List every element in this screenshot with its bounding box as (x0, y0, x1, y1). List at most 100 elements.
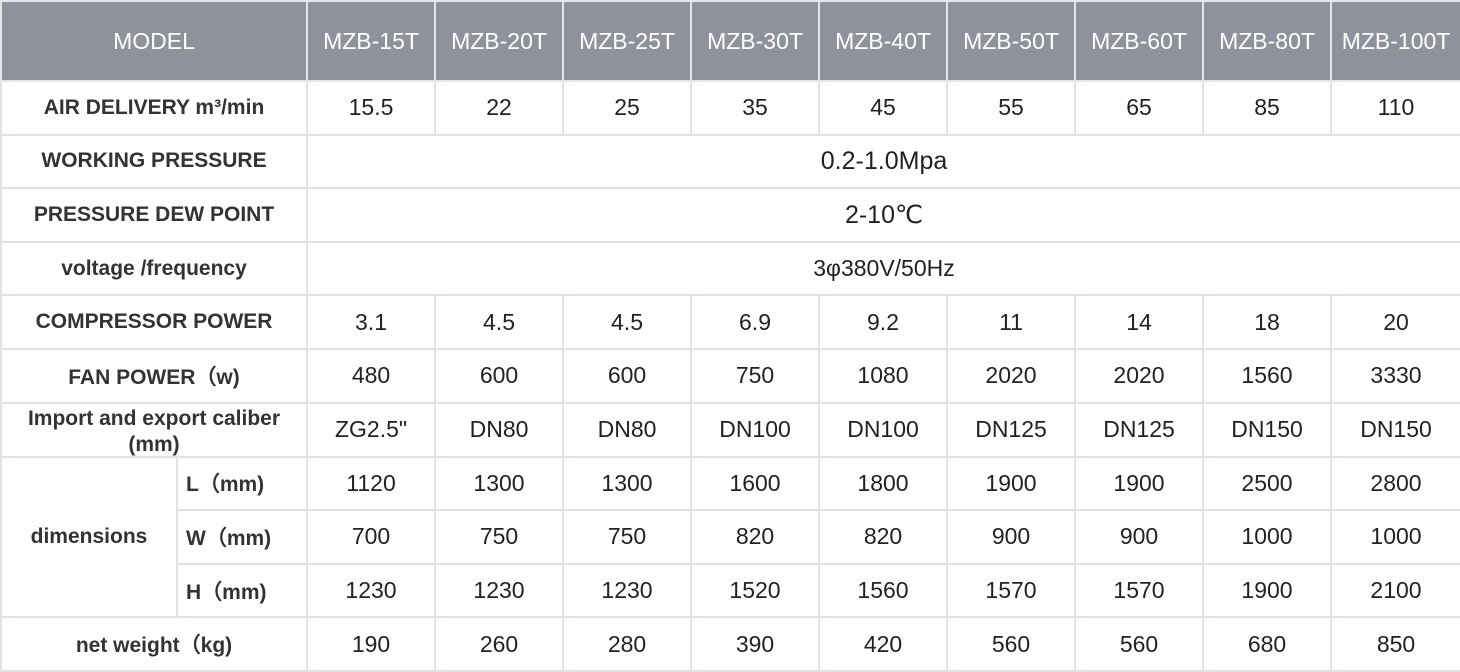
fan-power-row: FAN POWER（w) 480 600 600 750 1080 2020 2020 1560… (0, 347, 1460, 404)
working-pressure-label: WORKING PRESSURE (0, 133, 309, 190)
caliber-value: DN100 (818, 401, 949, 458)
fan-power-value: 3330 (1330, 347, 1460, 404)
compressor-power-value: 4.5 (562, 294, 693, 350)
net-weight-value: 190 (306, 616, 437, 672)
dimension-value: 2100 (1330, 562, 1460, 619)
model-header: MODEL (0, 0, 309, 82)
dew-point-value: 2-10℃ (306, 187, 1460, 243)
net-weight-value: 280 (562, 616, 693, 672)
net-weight-row: net weight（kg) 190 260 280 390 420 560 560 680 85… (0, 616, 1460, 672)
air-delivery-value: 85 (1202, 80, 1333, 136)
model-header-cell: MZB-25T (562, 0, 693, 82)
dimensions-label: dimensions (0, 455, 178, 619)
model-header-cell: MZB-20T (434, 0, 565, 82)
net-weight-value: 680 (1202, 616, 1333, 672)
caliber-value: DN125 (946, 401, 1077, 458)
model-header-cell: MZB-50T (946, 0, 1077, 82)
dimension-value: 1300 (562, 455, 693, 512)
dew-point-label: PRESSURE DEW POINT (0, 187, 309, 243)
dimension-value: 1230 (306, 562, 437, 619)
caliber-value: DN125 (1074, 401, 1205, 458)
dimension-value: 1520 (690, 562, 821, 619)
air-delivery-value: 65 (1074, 80, 1205, 136)
dimension-value: 820 (818, 509, 949, 565)
net-weight-value: 560 (1074, 616, 1205, 672)
dimension-value: 820 (690, 509, 821, 565)
dew-point-row: PRESSURE DEW POINT 2-10℃ (0, 187, 1460, 243)
dimension-value: 1000 (1330, 509, 1460, 565)
net-weight-label: net weight（kg) (0, 616, 309, 672)
dimension-value: 1120 (306, 455, 437, 512)
air-delivery-value: 110 (1330, 80, 1460, 136)
fan-power-label: FAN POWER（w) (0, 347, 309, 404)
caliber-label-cell: Import and export caliber (mm) (0, 401, 309, 458)
fan-power-value: 2020 (946, 347, 1077, 404)
caliber-value: DN80 (434, 401, 565, 458)
caliber-row: Import and export caliber (mm) ZG2.5" DN80… (0, 401, 1460, 458)
air-delivery-value: 22 (434, 80, 565, 136)
fan-power-value: 750 (690, 347, 821, 404)
dimension-w-row: W（mm) 700 750 750 820 820 900 900 1000 1000 (1, 509, 1460, 565)
model-header-cell: MZB-40T (818, 0, 949, 82)
dimension-value: 2800 (1330, 455, 1460, 512)
dimension-value: 1230 (562, 562, 693, 619)
dimension-value: 1900 (1074, 455, 1205, 512)
compressor-power-value: 11 (946, 294, 1077, 350)
dimension-value: 1800 (818, 455, 949, 512)
net-weight-value: 560 (946, 616, 1077, 672)
dimension-value: 2500 (1202, 455, 1333, 512)
fan-power-value: 2020 (1074, 347, 1205, 404)
dimension-value: 1570 (1074, 562, 1205, 619)
compressor-power-value: 18 (1202, 294, 1333, 350)
net-weight-value: 850 (1330, 616, 1460, 672)
dimension-value: 1300 (434, 455, 565, 512)
air-delivery-label: AIR DELIVERY m³/min (0, 80, 309, 136)
fan-power-value: 480 (306, 347, 437, 404)
dimension-h-label: H（mm) (175, 562, 309, 619)
dimension-value: 900 (1074, 509, 1205, 565)
compressor-power-value: 4.5 (434, 294, 565, 350)
working-pressure-value: 0.2-1.0Mpa (306, 133, 1460, 190)
fan-power-value: 1560 (1202, 347, 1333, 404)
dimension-value: 1600 (690, 455, 821, 512)
dimension-value: 900 (946, 509, 1077, 565)
air-delivery-value: 45 (818, 80, 949, 136)
fan-power-value: 1080 (818, 347, 949, 404)
dimension-value: 750 (562, 509, 693, 565)
fan-power-value: 600 (434, 347, 565, 404)
net-weight-value: 420 (818, 616, 949, 672)
dimension-value: 1560 (818, 562, 949, 619)
dimension-l-label: L（mm) (175, 455, 309, 512)
compressor-power-value: 20 (1330, 294, 1460, 350)
dimension-value: 1000 (1202, 509, 1333, 565)
working-pressure-row: WORKING PRESSURE 0.2-1.0Mpa (0, 133, 1460, 190)
model-header-cell: MZB-15T (306, 0, 437, 82)
air-delivery-value: 55 (946, 80, 1077, 136)
header-row: MODEL MZB-15T MZB-20T MZB-25T MZB-30T MZB-40… (0, 0, 1460, 82)
caliber-value: DN150 (1202, 401, 1333, 458)
dimension-value: 1900 (946, 455, 1077, 512)
model-header-cell: MZB-30T (690, 0, 821, 82)
caliber-value: DN100 (690, 401, 821, 458)
voltage-row: voltage /frequency 3φ380V/50Hz (0, 240, 1460, 297)
dimension-value: 1570 (946, 562, 1077, 619)
caliber-value: DN150 (1330, 401, 1460, 458)
caliber-label: Import and export caliber (mm) (27, 406, 281, 456)
compressor-power-row: COMPRESSOR POWER 3.1 4.5 4.5 6.9 9.2 11 14 18 20 (0, 294, 1460, 350)
compressor-power-value: 14 (1074, 294, 1205, 350)
dimension-h-row: H（mm) 1230 1230 1230 1520 1560 1570 1570 1900 210… (1, 562, 1460, 619)
dimension-value: 750 (434, 509, 565, 565)
air-delivery-value: 35 (690, 80, 821, 136)
voltage-label: voltage /frequency (0, 240, 309, 297)
dimension-value: 1900 (1202, 562, 1333, 619)
air-delivery-value: 15.5 (306, 80, 437, 136)
caliber-value: ZG2.5" (306, 401, 437, 458)
dimension-l-row: dimensions L（mm) 1120 1300 1300 1600 1800 1900 1… (0, 455, 1460, 619)
model-header-cell: MZB-100T (1330, 0, 1460, 82)
air-delivery-row: AIR DELIVERY m³/min 15.5 22 25 35 45 55 65 85 110 (0, 80, 1460, 136)
caliber-value: DN80 (562, 401, 693, 458)
compressor-power-label: COMPRESSOR POWER (0, 294, 309, 350)
compressor-power-value: 9.2 (818, 294, 949, 350)
air-delivery-value: 25 (562, 80, 693, 136)
